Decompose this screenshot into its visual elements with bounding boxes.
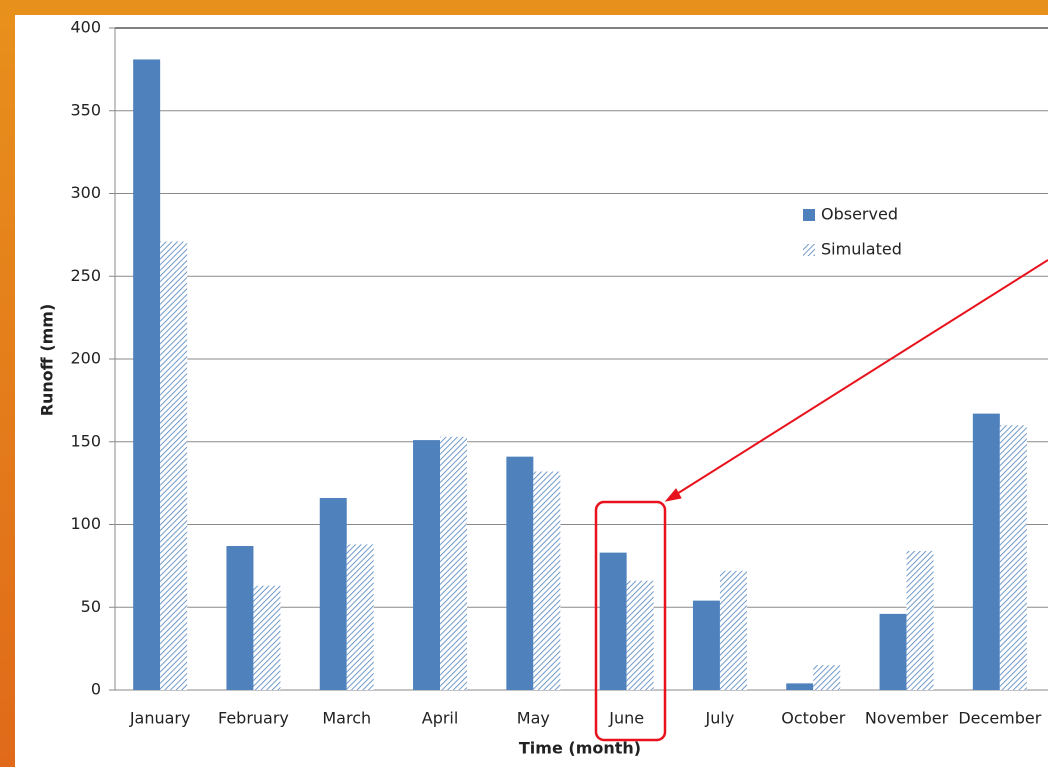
bar — [692, 600, 720, 690]
y-axis-title: Runoff (mm) — [38, 304, 57, 417]
bar — [160, 241, 188, 690]
bar — [346, 544, 374, 690]
x-tick-label: December — [958, 709, 1041, 728]
legend-label: Observed — [821, 205, 898, 224]
legend-label: Simulated — [821, 240, 902, 259]
x-tick-label: April — [422, 709, 459, 728]
bar — [719, 570, 747, 690]
plot-area: 0 50 100 150 200 250 300 350 400 January February M… — [70, 18, 1048, 728]
x-tick-label: October — [781, 709, 845, 728]
bar — [626, 580, 654, 690]
y-tick-label: 150 — [70, 431, 101, 450]
bar — [879, 613, 907, 690]
x-tick-label: February — [218, 709, 289, 728]
x-tick-label: July — [705, 709, 735, 728]
x-tick-label: November — [865, 709, 949, 728]
y-tick-label: 350 — [70, 100, 101, 119]
x-tick-label: June — [608, 709, 644, 728]
bar — [253, 585, 281, 690]
y-tick-label: 300 — [70, 183, 101, 202]
x-axis-title: Time (month) — [519, 739, 641, 758]
legend-swatch — [803, 244, 815, 256]
bar — [999, 425, 1027, 690]
y-tick-label: 200 — [70, 349, 101, 368]
arrow-head — [664, 488, 682, 502]
bar — [972, 413, 1000, 690]
bar — [440, 436, 468, 690]
y-tick-label: 50 — [81, 597, 101, 616]
y-tick-label: 100 — [70, 514, 101, 533]
bar — [599, 552, 627, 690]
annotation-arrow — [671, 259, 1048, 498]
bar — [506, 456, 534, 690]
bar — [533, 471, 561, 690]
bar — [413, 440, 441, 690]
x-tick-label: May — [517, 709, 550, 728]
annotations — [594, 259, 1048, 742]
x-tick-label: March — [322, 709, 371, 728]
legend-swatch — [803, 209, 815, 221]
bar — [319, 498, 347, 690]
y-tick-label: 0 — [91, 680, 101, 699]
highlight-box — [594, 500, 667, 742]
bar — [133, 59, 161, 690]
y-tick-label: 250 — [70, 266, 101, 285]
bar — [226, 546, 254, 690]
y-tick-label: 400 — [70, 18, 101, 37]
x-tick-label: January — [129, 709, 191, 728]
bar — [786, 683, 814, 690]
bar — [813, 665, 841, 690]
bar — [906, 550, 934, 690]
